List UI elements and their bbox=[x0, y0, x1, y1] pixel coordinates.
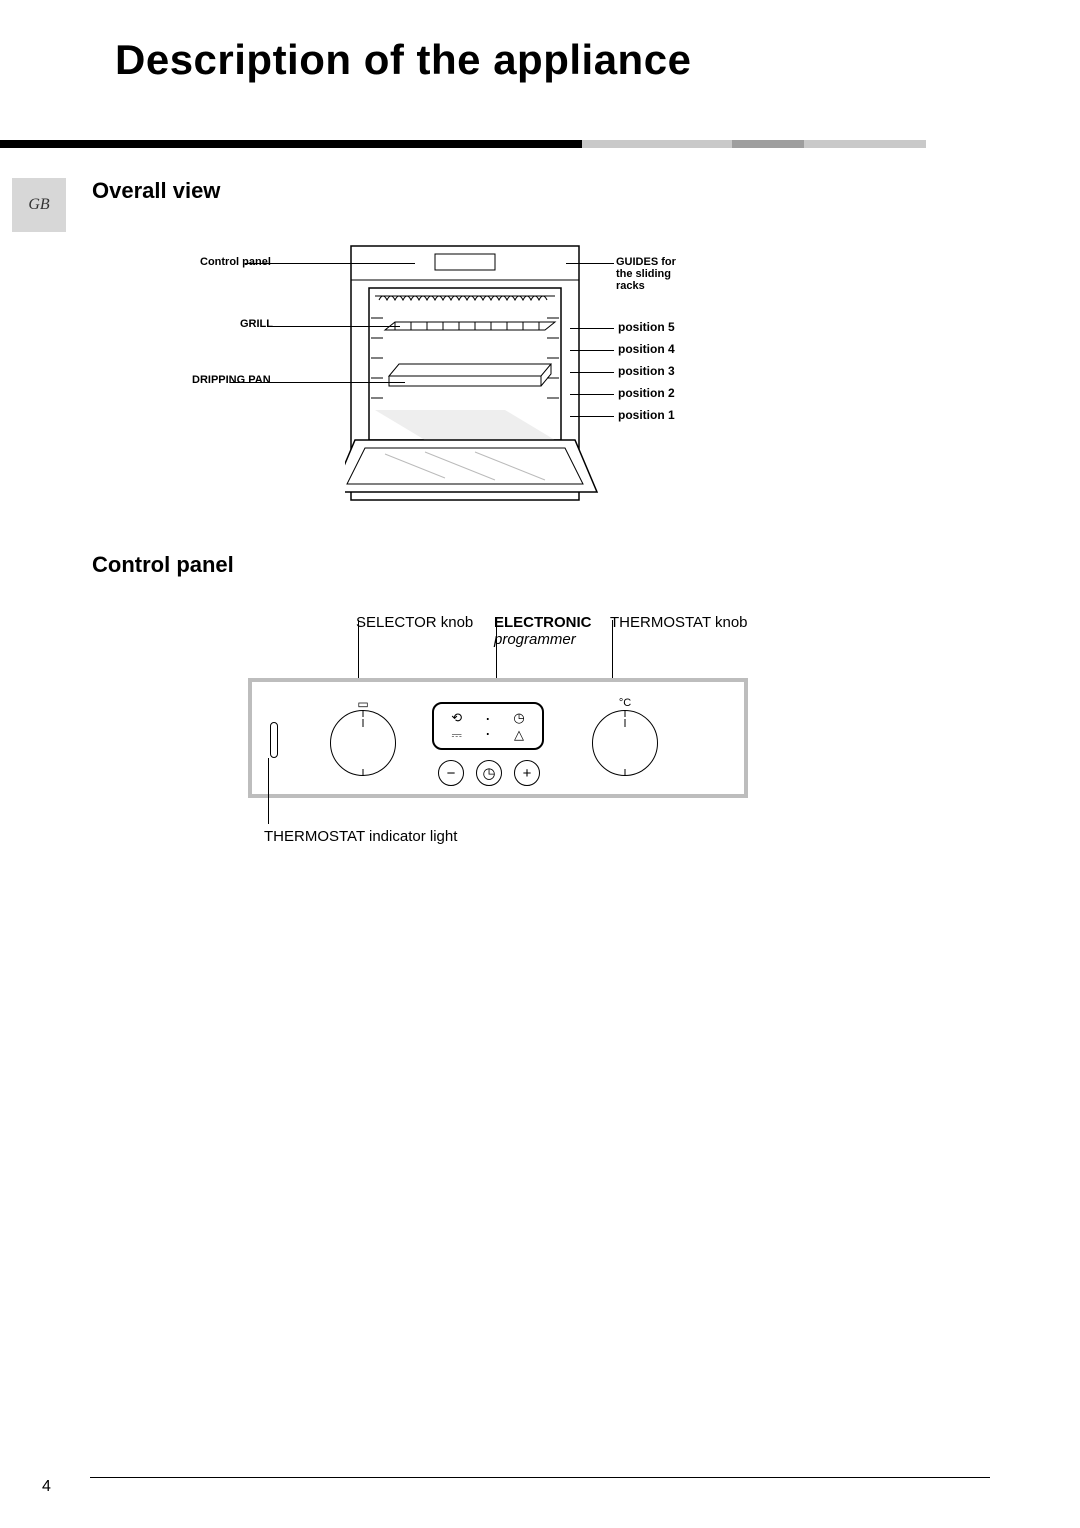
thermostat-light-icon bbox=[270, 722, 278, 758]
clock-icon: ◷ bbox=[482, 764, 495, 782]
knob-tick bbox=[625, 769, 626, 776]
control-panel-body: ▭ ⟲ ⎓ ·· ◷ △ − bbox=[248, 678, 748, 798]
rule-segment bbox=[582, 140, 732, 148]
label-guides: GUIDES for the sliding racks bbox=[616, 256, 676, 292]
leader-line bbox=[268, 758, 269, 824]
display-col: ⟲ ⎓ bbox=[451, 711, 462, 741]
knob-tick bbox=[625, 710, 626, 717]
label-control-panel: Control panel bbox=[200, 256, 271, 268]
callout-text: THERMOSTAT knob bbox=[610, 614, 748, 631]
position-label: position 4 bbox=[618, 342, 675, 356]
rule-segment bbox=[0, 140, 582, 148]
knob-pointer bbox=[625, 719, 626, 727]
callout-thermostat-knob: THERMOSTAT knob bbox=[610, 614, 750, 631]
selector-knob[interactable]: ▭ bbox=[330, 710, 396, 776]
dish-icon: ⎓ bbox=[452, 728, 462, 741]
oven-diagram bbox=[345, 240, 605, 520]
callout-text: SELECTOR knob bbox=[356, 614, 473, 631]
thermometer-icon: °C bbox=[619, 697, 631, 709]
thermostat-knob[interactable]: °C bbox=[592, 710, 658, 776]
programmer-display: ⟲ ⎓ ·· ◷ △ bbox=[432, 702, 544, 750]
label-dripping-pan: DRIPPING PAN bbox=[192, 374, 271, 386]
tab-label: GB bbox=[28, 196, 49, 214]
plus-button[interactable]: + bbox=[514, 760, 540, 786]
section-heading-control-panel: Control panel bbox=[92, 552, 234, 578]
clock-icon: ◷ bbox=[513, 711, 524, 724]
section-heading-overall: Overall view bbox=[92, 178, 220, 204]
position-label: position 5 bbox=[618, 320, 675, 334]
knob-pointer bbox=[363, 719, 364, 727]
language-tab: GB bbox=[12, 178, 66, 232]
label-grill: GRILL bbox=[240, 318, 273, 330]
page-number: 4 bbox=[42, 1478, 51, 1496]
knob-icon: ▭ bbox=[357, 697, 368, 711]
minus-icon: − bbox=[447, 765, 456, 782]
display-col: ◷ △ bbox=[513, 711, 524, 741]
callout-thermostat-light: THERMOSTAT indicator light bbox=[264, 828, 464, 845]
minus-button[interactable]: − bbox=[438, 760, 464, 786]
bell-icon: △ bbox=[514, 728, 524, 741]
colon-icon: ·· bbox=[485, 714, 491, 738]
page-title: Description of the appliance bbox=[115, 36, 691, 84]
clock-button[interactable]: ◷ bbox=[476, 760, 502, 786]
position-label: position 1 bbox=[618, 408, 675, 422]
rule-segment bbox=[732, 140, 804, 148]
callout-text: THERMOSTAT indicator light bbox=[264, 828, 457, 845]
callout-selector: SELECTOR knob bbox=[356, 614, 476, 631]
rule-segment bbox=[804, 140, 926, 148]
control-panel-diagram: SELECTOR knob ELECTRONIC programmer THER… bbox=[248, 608, 748, 868]
end-icon: ⟲ bbox=[451, 711, 462, 724]
knob-tick bbox=[363, 710, 364, 717]
knob-tick bbox=[363, 769, 364, 776]
position-label: position 3 bbox=[618, 364, 675, 378]
footer-rule bbox=[90, 1477, 990, 1478]
plus-icon: + bbox=[523, 765, 532, 782]
position-label: position 2 bbox=[618, 386, 675, 400]
page: Description of the appliance GB Overall … bbox=[0, 0, 1080, 1528]
